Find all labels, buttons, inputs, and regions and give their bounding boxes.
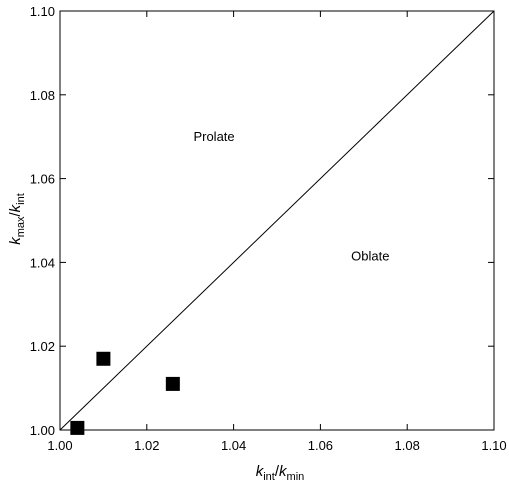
annotation-label: Prolate: [193, 129, 234, 144]
y-tick-label: 1.08: [30, 88, 55, 103]
y-tick-label: 1.02: [30, 339, 55, 354]
reference-line-layer: [59, 10, 495, 431]
y-tick-label: 1.06: [30, 172, 55, 187]
annotations: Prolate Oblate: [193, 129, 389, 263]
y-title-sub2: int: [15, 193, 27, 205]
y-axis-title-group: kmax/kint: [7, 193, 27, 245]
y-title-sub: max: [15, 216, 27, 237]
x-axis-title: kint/kmin: [256, 463, 305, 483]
x-tick-label: 1.06: [308, 438, 333, 453]
reference-line: [59, 10, 495, 431]
x-title-main2: k: [279, 463, 288, 480]
y-tick-label: 1.04: [30, 255, 55, 270]
x-title-sub: int: [263, 471, 275, 483]
x-title-sub2: min: [287, 471, 305, 483]
y-tick-label: 1.10: [30, 4, 55, 19]
y-tick-label: 1.00: [30, 423, 55, 438]
x-title-main: k: [256, 463, 265, 480]
data-point: [165, 376, 180, 391]
y-title-main2: k: [7, 203, 24, 212]
x-tick-label: 1.02: [134, 438, 159, 453]
y-title-main: k: [7, 236, 24, 245]
x-axis-ticks: 1.00 1.02 1.04 1.06 1.08 1.10: [47, 11, 507, 453]
x-tick-label: 1.08: [395, 438, 420, 453]
y-axis-title: kmax/kint: [7, 193, 27, 245]
plot-area: [59, 10, 495, 431]
y-title-sep: /: [7, 212, 24, 217]
x-tick-label: 1.00: [47, 438, 72, 453]
plot-frame: [59, 10, 495, 431]
data-point: [96, 351, 111, 366]
x-tick-label: 1.10: [481, 438, 506, 453]
x-tick-label: 1.04: [221, 438, 246, 453]
data-point: [70, 420, 85, 435]
y-axis-ticks: 1.00 1.02 1.04 1.06 1.08 1.10: [30, 4, 494, 438]
data-points: [70, 351, 180, 435]
x-title-sep: /: [275, 463, 280, 480]
annotation-label: Oblate: [351, 248, 389, 263]
